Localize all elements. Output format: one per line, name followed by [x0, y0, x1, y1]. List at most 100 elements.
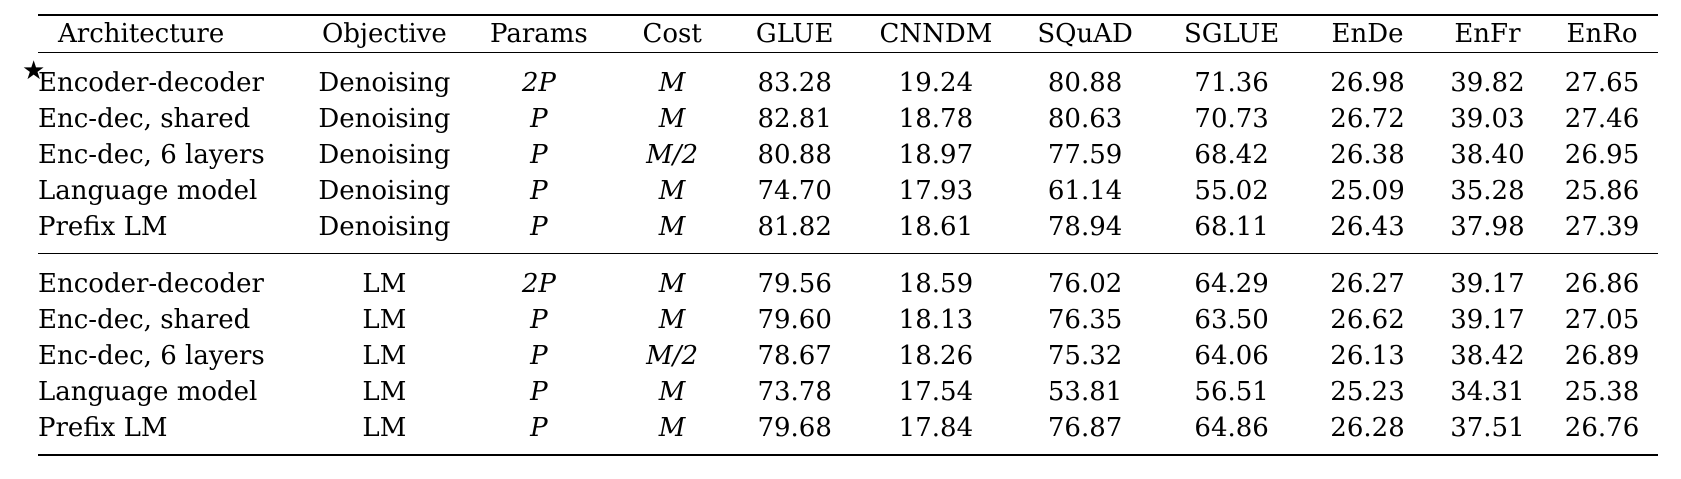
objective-cell: Denoising [318, 140, 451, 170]
enro-score-cell: 26.86 [1546, 253, 1658, 302]
table-row: Encoder-decoder LM 2P M 79.56 18.59 76.02 64.29… [38, 253, 1658, 302]
sglue-score-cell: 55.02 [1194, 176, 1269, 206]
architecture-label: Prefix LM [38, 413, 168, 443]
table-row: Enc-dec, 6 layers Denoising P M/2 80.88 18.97… [38, 137, 1658, 173]
architecture-cell: Enc-dec, shared [38, 101, 304, 137]
column-header: EnRo [1546, 14, 1658, 53]
objective-cell: Denoising [304, 52, 465, 101]
sglue-score-cell: 68.42 [1194, 140, 1269, 170]
squad-score-cell: 78.94 [1047, 212, 1123, 242]
sglue-score-cell: 64.06 [1194, 341, 1269, 371]
objective-cell: LM [362, 377, 407, 407]
ende-score-cell: 26.28 [1306, 410, 1429, 456]
architecture-label: Language model [38, 176, 258, 206]
sglue-score-cell: 68.11 [1194, 212, 1269, 242]
sglue-score-cell: 63.50 [1194, 305, 1269, 335]
enro-score-cell: 25.38 [1564, 377, 1640, 407]
column-header: Architecture [38, 14, 305, 53]
ende-score-cell: 25.09 [1330, 176, 1405, 206]
squad-score-cell: 80.63 [1047, 104, 1123, 134]
enfr-score-cell: 39.17 [1450, 305, 1525, 335]
enro-score-cell: 26.89 [1564, 341, 1640, 371]
enro-score-cell: 27.39 [1564, 212, 1640, 242]
enro-score-cell: 26.95 [1564, 140, 1640, 170]
table-row: Prefix LM Denoising P M 81.82 18.61 78.94 68.11… [38, 209, 1658, 254]
glue-score-cell: 79.60 [757, 305, 832, 335]
objective-cell: Denoising [318, 104, 451, 134]
enro-score-cell: 27.65 [1546, 52, 1658, 101]
architecture-label: Prefix LM [38, 212, 168, 242]
enfr-score-cell: 37.51 [1428, 410, 1547, 456]
squad-score-cell: 76.35 [1047, 305, 1123, 335]
params-cell: P [530, 305, 548, 335]
enro-score-cell: 26.76 [1546, 410, 1658, 456]
enfr-score-cell: 38.40 [1450, 140, 1525, 170]
header-row: Architecture Objective Params Cost GLUE CNNDM… [38, 14, 1658, 53]
ende-score-cell: 25.23 [1330, 377, 1405, 407]
squad-score-cell: 76.02 [1013, 253, 1158, 302]
cost-cell: M/2 [646, 140, 699, 170]
architecture-cell: Enc-dec, 6 layers [38, 338, 304, 374]
cost-cell: M/2 [646, 341, 699, 371]
cost-cell: M [658, 305, 686, 335]
architecture-cell: Language model [38, 374, 304, 410]
params-cell: P [530, 212, 548, 242]
sglue-score-cell: 56.51 [1194, 377, 1269, 407]
architecture-label: Enc-dec, shared [38, 305, 251, 335]
table-row: Prefix LM LM P M 79.68 17.84 76.87 64.86 26.28 37… [38, 410, 1658, 456]
params-cell: P [530, 377, 548, 407]
architecture-cell: Enc-dec, 6 layers [38, 137, 304, 173]
ende-score-cell: 26.62 [1330, 305, 1405, 335]
objective-cell: Denoising [318, 176, 451, 206]
table-row: Enc-dec, shared LM P M 79.60 18.13 76.35 63.50 2… [38, 302, 1658, 338]
ende-score-cell: 26.27 [1306, 253, 1429, 302]
cnndm-score-cell: 18.78 [898, 104, 974, 134]
cnndm-score-cell: 18.13 [898, 305, 974, 335]
enfr-score-cell: 39.17 [1428, 253, 1547, 302]
architecture-cell: Prefix LM [38, 209, 304, 254]
column-header: Params [464, 14, 614, 53]
ende-score-cell: 26.98 [1306, 52, 1429, 101]
cnndm-score-cell: 18.59 [858, 253, 1014, 302]
column-header: Objective [304, 14, 465, 53]
ende-score-cell: 26.38 [1330, 140, 1405, 170]
results-table: Architecture Objective Params Cost GLUE CNNDM… [22, 14, 1658, 456]
cost-cell: M [613, 52, 731, 101]
cnndm-score-cell: 17.54 [898, 377, 974, 407]
cost-cell: M [658, 212, 686, 242]
architecture-cell: Prefix LM [38, 410, 305, 456]
column-header: GLUE [730, 14, 859, 53]
params-cell: P [464, 410, 614, 456]
ende-score-cell: 26.13 [1330, 341, 1405, 371]
cnndm-score-cell: 18.61 [898, 212, 974, 242]
cost-cell: M [613, 410, 731, 456]
params-cell: P [530, 140, 548, 170]
enfr-score-cell: 39.82 [1428, 52, 1547, 101]
squad-score-cell: 75.32 [1047, 341, 1123, 371]
column-header: SGLUE [1157, 14, 1307, 53]
cost-cell: M [658, 377, 686, 407]
cnndm-score-cell: 18.97 [898, 140, 974, 170]
column-header: EnDe [1306, 14, 1429, 53]
glue-score-cell: 83.28 [730, 52, 859, 101]
architecture-label: Enc-dec, 6 layers [38, 341, 265, 371]
sglue-score-cell: 71.36 [1157, 52, 1307, 101]
objective-cell: LM [304, 410, 465, 456]
sglue-score-cell: 70.73 [1194, 104, 1269, 134]
architecture-cell: Language model [38, 173, 304, 209]
enro-score-cell: 27.46 [1564, 104, 1640, 134]
architecture-label: Language model [38, 377, 258, 407]
enfr-score-cell: 37.98 [1450, 212, 1525, 242]
objective-cell: LM [304, 253, 465, 302]
glue-score-cell: 78.67 [757, 341, 832, 371]
enfr-score-cell: 35.28 [1450, 176, 1525, 206]
cnndm-score-cell: 18.26 [898, 341, 974, 371]
enro-score-cell: 27.05 [1564, 305, 1640, 335]
params-cell: 2P [464, 253, 614, 302]
glue-score-cell: 74.70 [757, 176, 832, 206]
table-row: Enc-dec, 6 layers LM P M/2 78.67 18.26 75.32 64… [38, 338, 1658, 374]
glue-score-cell: 81.82 [757, 212, 832, 242]
glue-score-cell: 79.56 [730, 253, 859, 302]
architecture-cell: Enc-dec, shared [38, 302, 304, 338]
cost-cell: M [658, 104, 686, 134]
